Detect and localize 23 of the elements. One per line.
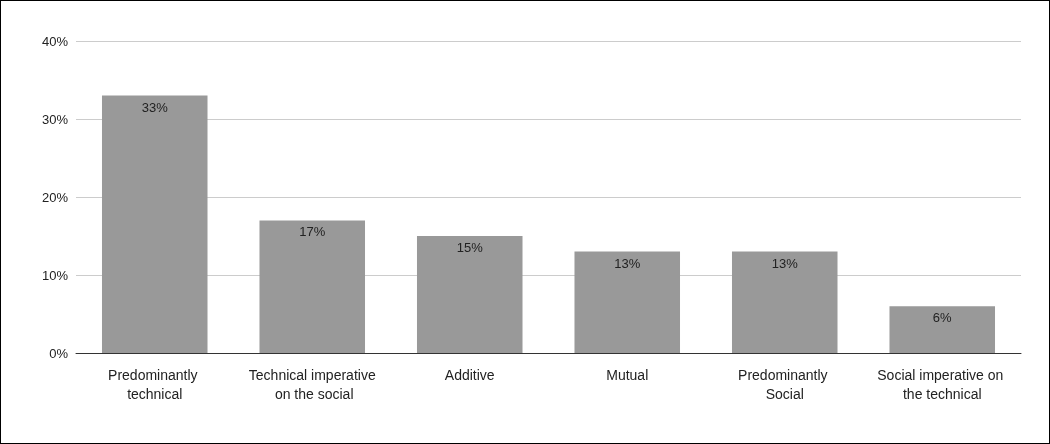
x-tick-label: Predominantly technical [108, 366, 202, 402]
data-label: 17% [299, 224, 326, 240]
y-tick-label: 30% [41, 111, 69, 127]
x-tick-label: Social imperative on the technical [877, 366, 1008, 402]
y-tick-label: 40% [41, 33, 69, 49]
data-label: 15% [456, 240, 484, 255]
data-label: 6% [932, 310, 953, 326]
bar [259, 220, 366, 353]
bar [889, 306, 996, 353]
x-tick-label: Mutual [606, 366, 649, 383]
y-tick-label: 10% [41, 267, 69, 283]
bar [101, 95, 208, 353]
bar [731, 251, 838, 353]
bar [574, 251, 681, 353]
x-tick-label: Additive [444, 366, 495, 383]
y-tick-label: 0% [49, 345, 69, 361]
data-label: 13% [614, 255, 641, 271]
x-tick-label: Technical imperative on the social [248, 366, 376, 402]
y-tick-label: 20% [41, 189, 69, 205]
x-tick-label: Predominantly Social [738, 366, 832, 402]
bar [416, 236, 523, 353]
data-label: 33% [141, 99, 169, 115]
data-label: 13% [771, 255, 799, 271]
